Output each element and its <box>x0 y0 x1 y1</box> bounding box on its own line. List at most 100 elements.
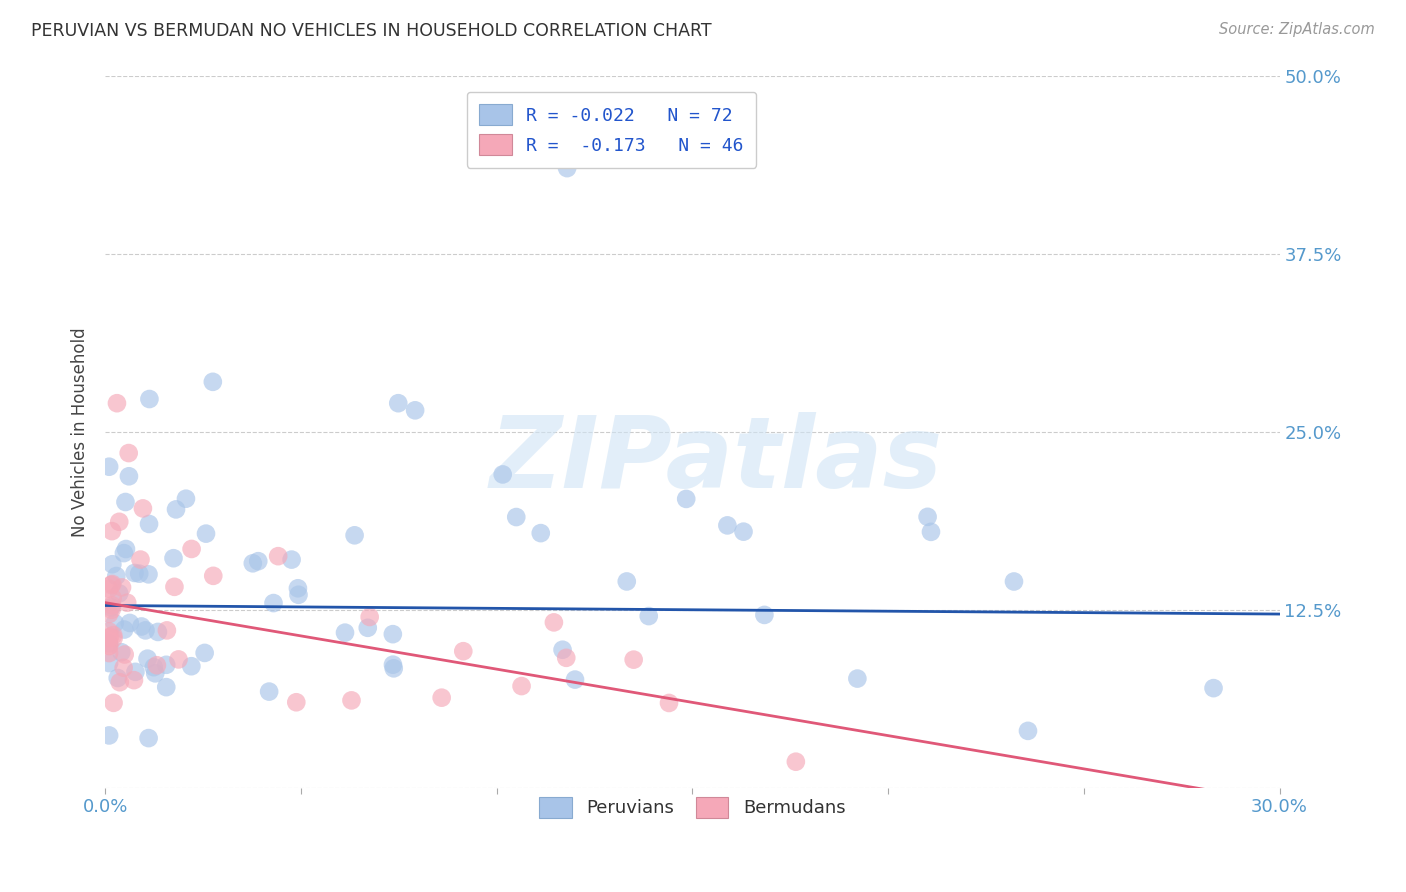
Point <box>155 657 177 672</box>
Point <box>98 639 121 653</box>
Point <box>114 648 136 662</box>
Point <box>623 653 645 667</box>
Text: PERUVIAN VS BERMUDAN NO VEHICLES IN HOUSEHOLD CORRELATION CHART: PERUVIAN VS BERMUDAN NO VEHICLES IN HOUS… <box>31 22 711 40</box>
Point <box>1202 681 1225 695</box>
Point <box>108 586 131 600</box>
Point <box>146 624 169 639</box>
Point <box>555 650 578 665</box>
Point <box>357 621 380 635</box>
Point <box>733 524 755 539</box>
Point <box>98 607 121 621</box>
Point <box>104 616 127 631</box>
Point <box>280 552 302 566</box>
Point <box>510 679 533 693</box>
Point <box>917 509 939 524</box>
Point <box>98 630 121 644</box>
Point <box>1002 574 1025 589</box>
Point <box>98 624 121 639</box>
Point <box>530 526 553 541</box>
Point <box>387 396 409 410</box>
Point <box>381 657 404 672</box>
Point <box>616 574 638 589</box>
Point <box>785 755 807 769</box>
Point <box>101 577 124 591</box>
Point <box>114 495 136 509</box>
Point <box>118 446 141 460</box>
Point <box>285 695 308 709</box>
Point <box>98 631 121 645</box>
Point <box>108 675 131 690</box>
Point <box>122 673 145 688</box>
Point <box>143 666 166 681</box>
Point <box>131 619 153 633</box>
Point <box>165 502 187 516</box>
Point <box>101 599 124 613</box>
Point <box>846 672 869 686</box>
Point <box>136 651 159 665</box>
Point <box>202 569 225 583</box>
Point <box>98 646 121 660</box>
Point <box>247 554 270 568</box>
Point <box>263 596 285 610</box>
Point <box>658 696 681 710</box>
Legend: Peruvians, Bermudans: Peruvians, Bermudans <box>531 789 852 825</box>
Point <box>111 581 134 595</box>
Point <box>112 546 135 560</box>
Point <box>551 642 574 657</box>
Text: Source: ZipAtlas.com: Source: ZipAtlas.com <box>1219 22 1375 37</box>
Point <box>138 392 160 406</box>
Y-axis label: No Vehicles in Household: No Vehicles in Household <box>72 326 89 536</box>
Point <box>98 656 121 670</box>
Point <box>333 625 356 640</box>
Point <box>754 607 776 622</box>
Point <box>162 551 184 566</box>
Point <box>129 552 152 566</box>
Point <box>146 658 169 673</box>
Point <box>142 660 165 674</box>
Point <box>1017 723 1039 738</box>
Point <box>637 609 659 624</box>
Point <box>343 528 366 542</box>
Point <box>100 603 122 617</box>
Point <box>105 396 128 410</box>
Point <box>134 624 156 638</box>
Point <box>287 588 309 602</box>
Point <box>101 524 124 538</box>
Point <box>201 375 224 389</box>
Point <box>194 646 217 660</box>
Point <box>107 671 129 685</box>
Point <box>124 665 146 679</box>
Point <box>381 627 404 641</box>
Point <box>138 567 160 582</box>
Point <box>167 652 190 666</box>
Point <box>555 161 578 175</box>
Point <box>180 659 202 673</box>
Point <box>564 673 586 687</box>
Point <box>112 661 135 675</box>
Point <box>174 491 197 506</box>
Point <box>115 541 138 556</box>
Point <box>101 558 124 572</box>
Point <box>98 459 121 474</box>
Point <box>115 596 138 610</box>
Point <box>101 591 124 605</box>
Point <box>98 728 121 742</box>
Point <box>103 632 125 646</box>
Point <box>242 557 264 571</box>
Point <box>382 661 405 675</box>
Point <box>453 644 475 658</box>
Text: ZIPatlas: ZIPatlas <box>489 412 942 508</box>
Point <box>138 516 160 531</box>
Point <box>359 610 381 624</box>
Point <box>118 469 141 483</box>
Point <box>716 518 738 533</box>
Point <box>100 578 122 592</box>
Point <box>180 541 202 556</box>
Point <box>98 639 121 653</box>
Point <box>103 696 125 710</box>
Point <box>110 645 132 659</box>
Point <box>287 582 309 596</box>
Point <box>505 510 527 524</box>
Point <box>108 515 131 529</box>
Point <box>340 693 363 707</box>
